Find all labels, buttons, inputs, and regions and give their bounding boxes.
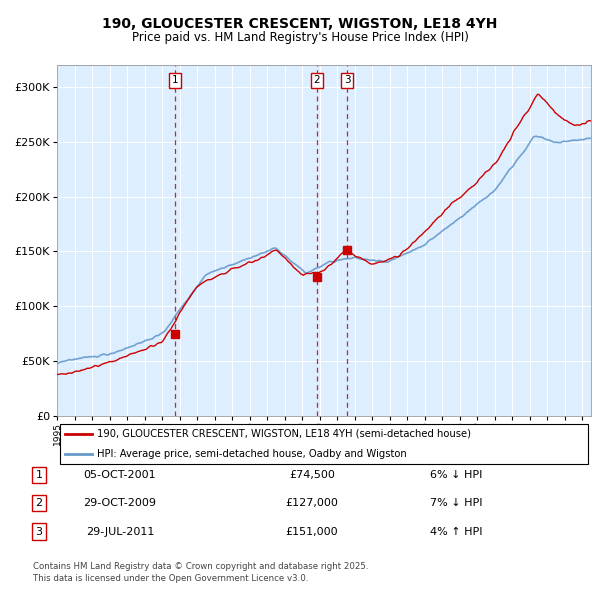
Text: 1: 1 (172, 76, 179, 86)
Text: 7% ↓ HPI: 7% ↓ HPI (430, 499, 482, 508)
Text: £151,000: £151,000 (286, 527, 338, 536)
Text: 2: 2 (35, 499, 43, 508)
Text: 3: 3 (35, 527, 43, 536)
Text: 1: 1 (35, 470, 43, 480)
Text: Price paid vs. HM Land Registry's House Price Index (HPI): Price paid vs. HM Land Registry's House … (131, 31, 469, 44)
Text: Contains HM Land Registry data © Crown copyright and database right 2025.
This d: Contains HM Land Registry data © Crown c… (33, 562, 368, 583)
Text: 29-OCT-2009: 29-OCT-2009 (83, 499, 157, 508)
Text: 190, GLOUCESTER CRESCENT, WIGSTON, LE18 4YH: 190, GLOUCESTER CRESCENT, WIGSTON, LE18 … (103, 17, 497, 31)
Text: HPI: Average price, semi-detached house, Oadby and Wigston: HPI: Average price, semi-detached house,… (97, 449, 407, 459)
Text: 190, GLOUCESTER CRESCENT, WIGSTON, LE18 4YH (semi-detached house): 190, GLOUCESTER CRESCENT, WIGSTON, LE18 … (97, 429, 471, 439)
Text: 05-OCT-2001: 05-OCT-2001 (83, 470, 157, 480)
Text: 6% ↓ HPI: 6% ↓ HPI (430, 470, 482, 480)
Text: 2: 2 (313, 76, 320, 86)
Text: 29-JUL-2011: 29-JUL-2011 (86, 527, 154, 536)
Text: £127,000: £127,000 (286, 499, 338, 508)
FancyBboxPatch shape (59, 424, 589, 464)
Text: 3: 3 (344, 76, 350, 86)
Text: £74,500: £74,500 (289, 470, 335, 480)
Text: 4% ↑ HPI: 4% ↑ HPI (430, 527, 482, 536)
